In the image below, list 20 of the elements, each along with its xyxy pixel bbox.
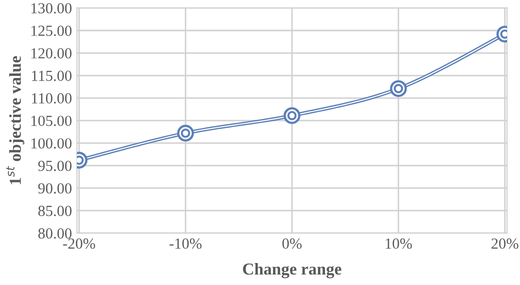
y-tick-label: 100.00 xyxy=(31,138,72,149)
y-tick-label: 130.00 xyxy=(31,3,72,14)
x-tick-label: 0% xyxy=(282,238,302,249)
y-tick-label: 120.00 xyxy=(31,48,72,59)
y-tick-label: 115.00 xyxy=(32,70,72,82)
x-tick-label: -20% xyxy=(63,238,96,249)
x-axis-title: Change range xyxy=(243,262,342,278)
point xyxy=(284,107,300,124)
y-tick-label: 95.00 xyxy=(38,160,72,172)
y-tick-label: 105.00 xyxy=(31,116,72,126)
point xyxy=(177,124,194,142)
y-tick-label: 110.00 xyxy=(32,93,72,104)
y-tick-label: 90.00 xyxy=(38,183,72,194)
y-axis-title: 1$^{st}$ objective value xyxy=(6,56,24,184)
x-tick-label: -10% xyxy=(170,238,202,249)
y-tick-label: 85.00 xyxy=(38,206,72,216)
x-tick-label: 20% xyxy=(492,238,518,249)
y-tick-label: 80.00 xyxy=(38,228,72,239)
x-tick-label: 10% xyxy=(386,238,412,249)
y-tick-label: 125.00 xyxy=(31,26,72,36)
